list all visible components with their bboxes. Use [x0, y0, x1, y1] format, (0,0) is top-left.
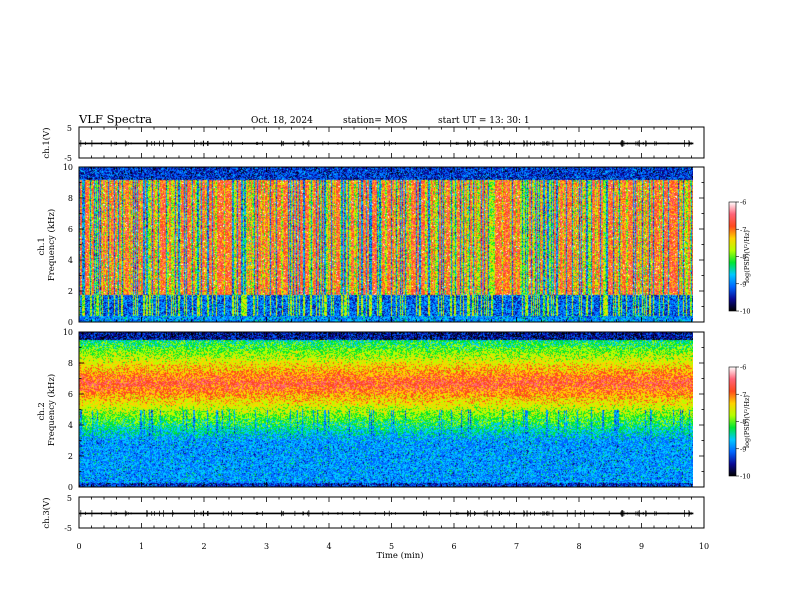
freq-tick-label: 0	[68, 483, 73, 492]
colorbar-scale	[728, 366, 737, 477]
colorbar-tick-label: -9	[740, 280, 746, 288]
colorbar-tick-label: -9	[740, 445, 746, 453]
time-axis-label: Time (min)	[376, 550, 423, 561]
freq-tick-label: 2	[68, 452, 73, 461]
time-tick-label: 3	[264, 542, 269, 551]
time-tick-label: 2	[201, 542, 206, 551]
time-tick-label: 6	[451, 542, 456, 551]
ch3-waveform-panel: 5 -5 ch.3(V)	[41, 494, 705, 533]
colorbar-tick-label: -7	[740, 391, 746, 399]
ch2-freq-ticks: 0 2 4 6 8 10	[63, 328, 704, 492]
colorbar-tick-label: -8	[740, 418, 746, 426]
freq-tick-label: 6	[68, 225, 73, 234]
ch1-colorbar: -6 -7 -8 -9 -10 log(PSD)(V²/Hz)	[728, 199, 751, 316]
time-tick-label: 9	[639, 542, 644, 551]
ch1-frequency-label: Frequency (kHz)	[46, 209, 57, 281]
freq-tick-label: 10	[63, 328, 73, 337]
ch1-waveform-ylabel: ch.1(V)	[41, 127, 52, 158]
ch1-waveform-panel: 5 -5 ch.1(V)	[41, 124, 705, 163]
colorbar-label: log(PSD)(V²/Hz)	[743, 395, 751, 448]
ch3-waveform-ylabel: ch.3(V)	[41, 497, 52, 528]
time-tick-label: 10	[699, 542, 709, 551]
ch1-waveform-trace	[78, 139, 694, 147]
ch2-colorbar: -6 -7 -8 -9 -10 log(PSD)(V²/Hz)	[728, 364, 751, 481]
colorbar-tick-label: -10	[740, 308, 750, 316]
ch1-channel-name: ch.1	[37, 237, 47, 255]
time-tick-label: 8	[576, 542, 581, 551]
ch1-spectrogram-panel: 0 2 4 6 8 10 ch.1 Frequency (kHz)	[37, 163, 705, 327]
time-axis: 0 1 2 3 4 5 6 7 8 9 10	[76, 127, 709, 551]
date-label: Oct. 18, 2024	[251, 116, 313, 126]
colorbar-scale	[728, 201, 737, 312]
freq-tick-label: 6	[68, 390, 73, 399]
time-tick-label: 4	[326, 542, 331, 551]
ch2-channel-label: ch.2 Frequency (kHz)	[37, 374, 57, 446]
time-tick-label: 0	[76, 542, 81, 551]
station-label: station= MOS	[343, 116, 407, 126]
ch1-freq-ticks: 0 2 4 6 8 10	[63, 163, 704, 327]
colorbar-tick-label: -7	[740, 226, 746, 234]
ch1-ytick-bottom: -5	[64, 154, 72, 163]
freq-tick-label: 4	[68, 421, 73, 430]
ch2-frequency-label: Frequency (kHz)	[46, 374, 57, 446]
ch3-ytick-top: 5	[67, 494, 72, 503]
ch1-ytick-top: 5	[67, 124, 72, 133]
spectrogram-raster	[79, 332, 693, 487]
ch3-ytick-bottom: -5	[64, 524, 72, 533]
freq-tick-label: 10	[63, 163, 73, 172]
colorbar-tick-label: -6	[740, 364, 746, 372]
freq-tick-label: 0	[68, 318, 73, 327]
colorbar-tick-label: -6	[740, 199, 746, 207]
time-tick-label: 1	[139, 542, 144, 551]
ch2-spectrogram-panel: 0 2 4 6 8 10 ch.2 Frequency (kHz)	[37, 328, 705, 492]
figure-title: VLF Spectra	[78, 112, 152, 126]
start-ut-label: start UT = 13: 30: 1	[438, 116, 530, 126]
freq-tick-label: 8	[68, 359, 73, 368]
colorbar-tick-label: -10	[740, 473, 750, 481]
time-tick-label: 7	[514, 542, 519, 551]
freq-tick-label: 8	[68, 194, 73, 203]
colorbar-label: log(PSD)(V²/Hz)	[743, 230, 751, 283]
freq-tick-label: 2	[68, 287, 73, 296]
ch1-channel-label: ch.1 Frequency (kHz)	[37, 209, 57, 281]
ch3-waveform-trace	[78, 509, 694, 517]
ch1-spectrogram-image	[79, 167, 693, 322]
spectrogram-raster	[79, 167, 693, 322]
freq-tick-label: 4	[68, 256, 73, 265]
ch2-channel-name: ch.2	[37, 402, 47, 420]
time-tick-label: 5	[389, 542, 394, 551]
ch2-spectrogram-image	[79, 332, 693, 487]
colorbar-tick-label: -8	[740, 253, 746, 261]
